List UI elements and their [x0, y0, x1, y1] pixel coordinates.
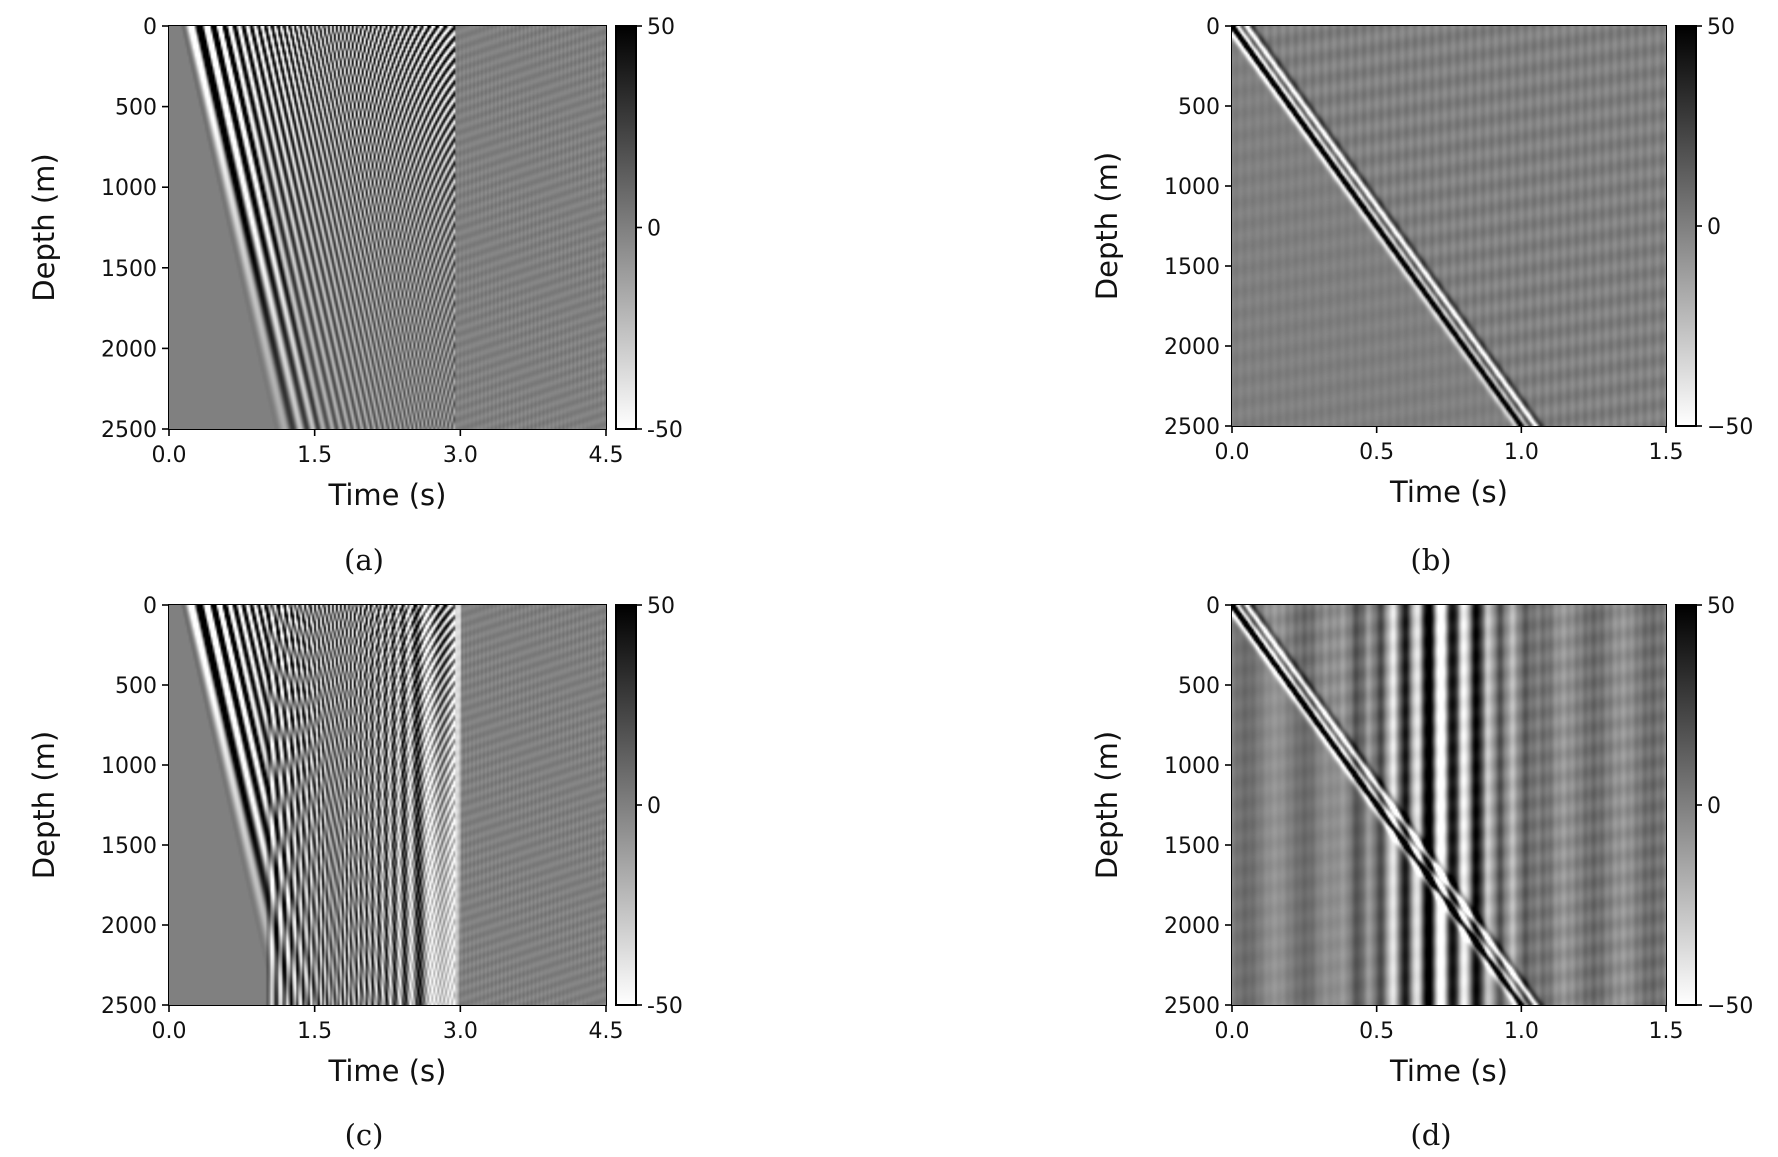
colorbar-tick-label: 0: [647, 794, 661, 819]
panel-caption-d: (d): [1410, 1118, 1451, 1152]
x-tick-label: 0.5: [1359, 440, 1394, 465]
y-tick-label: 1000: [101, 754, 157, 779]
x-tick-label: 4.5: [589, 443, 624, 468]
y-tick-label: 0: [143, 594, 157, 619]
heatmap-image-b: [1232, 26, 1666, 426]
colorbar-tick-label: 0: [647, 217, 661, 242]
colorbar-tick-label: -50: [647, 418, 683, 443]
x-tick-label: 0.0: [152, 1019, 187, 1044]
y-tick-label: 2000: [101, 337, 157, 362]
colorbar-c: [616, 605, 636, 1005]
x-tick-label: 1.5: [1649, 1019, 1684, 1044]
x-tick-label: 1.0: [1504, 440, 1539, 465]
y-tick-label: 0: [1206, 594, 1220, 619]
x-tick-label: 0.0: [152, 443, 187, 468]
y-tick-label: 1500: [1164, 255, 1220, 280]
heatmap-image-d: [1232, 605, 1666, 1005]
colorbar-tick-label: 0: [1707, 794, 1721, 819]
colorbar-tick-label: 50: [647, 594, 675, 619]
x-tick-label: 1.0: [1504, 1019, 1539, 1044]
y-tick-label: 1000: [1164, 175, 1220, 200]
y-tick-label: 1000: [101, 176, 157, 201]
y-tick-label: 2000: [1164, 335, 1220, 360]
y-tick-label: 2500: [101, 418, 157, 443]
colorbar-tick-label: 50: [647, 15, 675, 40]
x-axis-label: Time (s): [1389, 475, 1508, 509]
colorbar-d: [1676, 605, 1696, 1005]
colorbar-tick-label: -50: [647, 994, 683, 1019]
y-tick-label: 2500: [101, 994, 157, 1019]
y-tick-label: 500: [115, 674, 157, 699]
x-axis-label: Time (s): [328, 478, 447, 512]
panel-caption-b: (b): [1410, 543, 1451, 577]
x-tick-label: 1.5: [1649, 440, 1684, 465]
colorbar-tick-label: −50: [1707, 415, 1753, 440]
x-tick-label: 0.0: [1215, 440, 1250, 465]
colorbar-tick-label: 50: [1707, 594, 1735, 619]
colorbar-a: [616, 26, 636, 429]
x-tick-label: 1.5: [297, 1019, 332, 1044]
colorbar-tick-label: 50: [1707, 15, 1735, 40]
heatmap-image-a: [169, 26, 606, 429]
y-tick-label: 0: [1206, 15, 1220, 40]
y-tick-label: 2500: [1164, 994, 1220, 1019]
x-tick-label: 0.0: [1215, 1019, 1250, 1044]
y-axis-label: Depth (m): [27, 153, 61, 301]
y-tick-label: 500: [115, 96, 157, 121]
y-tick-label: 1000: [1164, 754, 1220, 779]
panel-caption-a: (a): [344, 543, 384, 577]
y-tick-label: 1500: [1164, 834, 1220, 859]
y-tick-label: 500: [1178, 674, 1220, 699]
y-axis-label: Depth (m): [1090, 731, 1124, 879]
panel-caption-c: (c): [345, 1118, 384, 1152]
y-axis-label: Depth (m): [1090, 152, 1124, 300]
heatmap-image-c: [169, 605, 606, 1005]
x-tick-label: 1.5: [297, 443, 332, 468]
y-tick-label: 1500: [101, 257, 157, 282]
x-axis-label: Time (s): [1389, 1054, 1508, 1088]
y-axis-label: Depth (m): [27, 731, 61, 879]
y-tick-label: 2000: [1164, 914, 1220, 939]
x-tick-label: 4.5: [589, 1019, 624, 1044]
y-tick-label: 2500: [1164, 415, 1220, 440]
y-tick-label: 0: [143, 15, 157, 40]
x-tick-label: 3.0: [443, 1019, 478, 1044]
y-tick-label: 1500: [101, 834, 157, 859]
x-tick-label: 3.0: [443, 443, 478, 468]
colorbar-b: [1676, 26, 1696, 426]
colorbar-tick-label: 0: [1707, 215, 1721, 240]
colorbar-tick-label: −50: [1707, 994, 1753, 1019]
x-tick-label: 0.5: [1359, 1019, 1394, 1044]
x-axis-label: Time (s): [328, 1054, 447, 1088]
y-tick-label: 2000: [101, 914, 157, 939]
y-tick-label: 500: [1178, 95, 1220, 120]
